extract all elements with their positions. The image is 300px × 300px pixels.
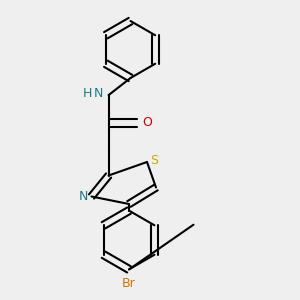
Text: O: O: [142, 116, 152, 130]
Text: N: N: [79, 190, 88, 203]
Text: Br: Br: [122, 277, 136, 290]
Text: N: N: [94, 87, 103, 100]
Text: S: S: [151, 154, 159, 167]
Text: H: H: [83, 87, 92, 100]
